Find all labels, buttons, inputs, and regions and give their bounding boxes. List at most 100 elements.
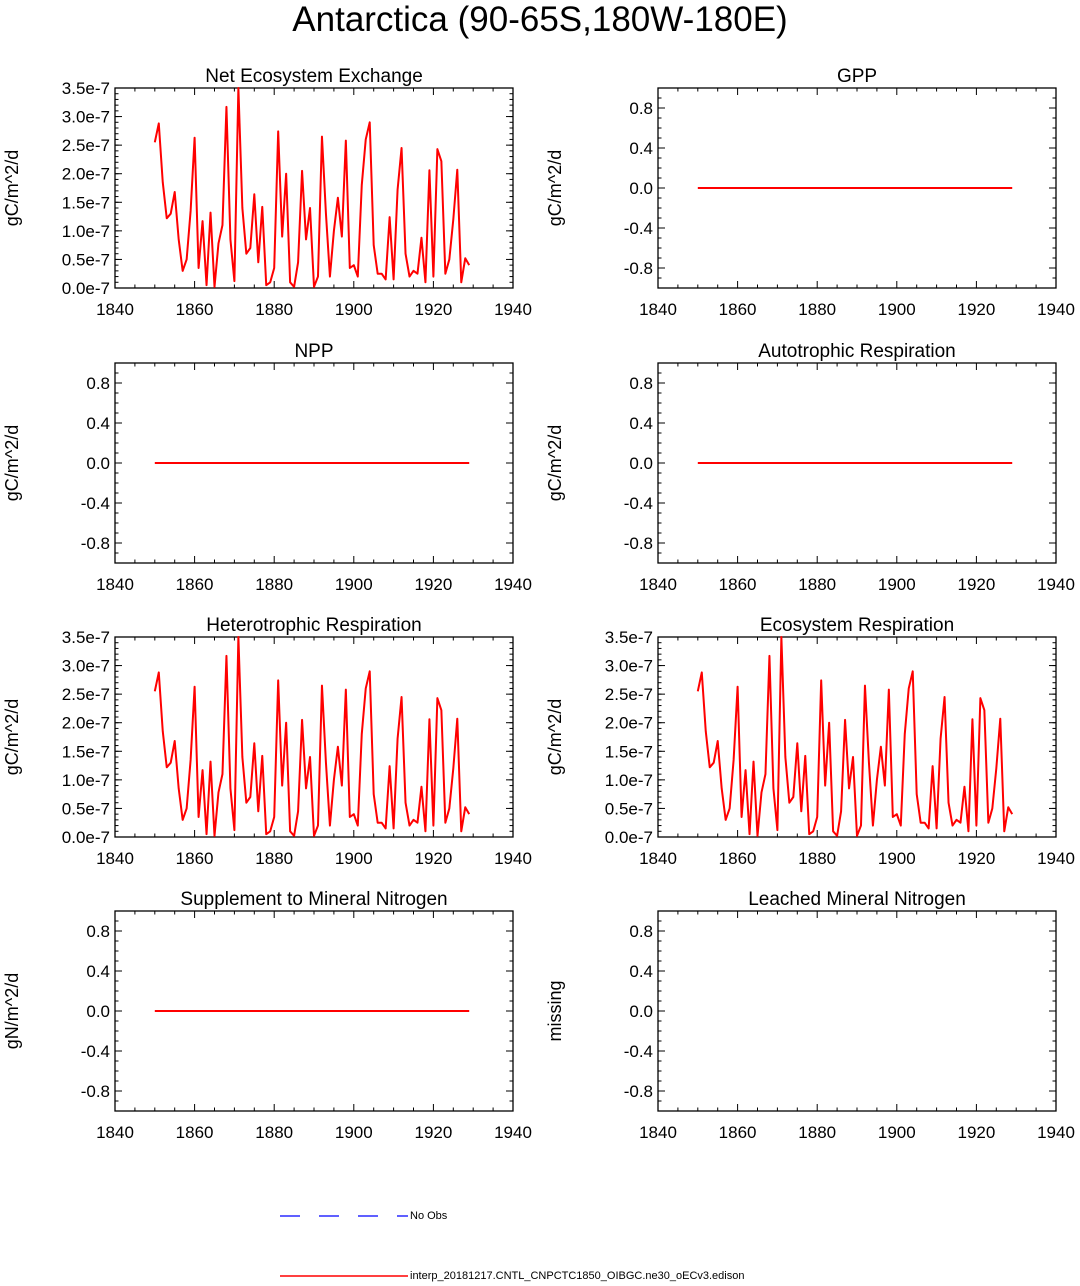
panel-gpp-x-tick-label: 1880 bbox=[798, 300, 836, 319]
legend-swatch-solid bbox=[280, 1275, 408, 1277]
panel-heterotrophic-respiration-x-tick-label: 1840 bbox=[96, 849, 134, 868]
panel-npp-x-tick-label: 1880 bbox=[255, 575, 293, 594]
panel-heterotrophic-respiration-y-tick-label: 0.0e-7 bbox=[62, 828, 110, 847]
panel-net-ecosystem-exchange-x-tick-label: 1900 bbox=[335, 300, 373, 319]
panel-net-ecosystem-exchange-x-tick-label: 1880 bbox=[255, 300, 293, 319]
panel-autotrophic-respiration-y-tick-label: 0.0 bbox=[629, 454, 653, 473]
panel-npp-y-axis-label: gC/m^2/d bbox=[2, 425, 22, 501]
panel-heterotrophic-respiration-x-tick-label: 1880 bbox=[255, 849, 293, 868]
panel-leached-mineral-nitrogen-y-tick-label: 0.8 bbox=[629, 922, 653, 941]
panel-leached-mineral-nitrogen-x-tick-label: 1920 bbox=[957, 1123, 995, 1142]
panel-ecosystem-respiration-y-tick-label: 3.0e-7 bbox=[605, 657, 653, 676]
panel-autotrophic-respiration-title: Autotrophic Respiration bbox=[758, 341, 956, 362]
panel-ecosystem-respiration-x-tick-label: 1920 bbox=[957, 849, 995, 868]
panel-gpp-y-tick-label: -0.4 bbox=[624, 219, 653, 238]
panel-leached-mineral-nitrogen-frame bbox=[657, 910, 1057, 1112]
panel-gpp-x-tick-label: 1900 bbox=[878, 300, 916, 319]
panel-ecosystem-respiration-title: Ecosystem Respiration bbox=[760, 615, 954, 636]
panel-net-ecosystem-exchange-y-axis-label: gC/m^2/d bbox=[2, 150, 22, 226]
panel-npp-x-tick-label: 1900 bbox=[335, 575, 373, 594]
panel-leached-mineral-nitrogen-y-axis-label: missing bbox=[545, 980, 565, 1041]
panel-npp-y-tick-label: -0.4 bbox=[81, 494, 110, 513]
panel-supplement-to-mineral-nitrogen-y-tick-label: -0.8 bbox=[81, 1082, 110, 1101]
panel-leached-mineral-nitrogen-x-tick-label: 1940 bbox=[1037, 1123, 1075, 1142]
panel-gpp-y-tick-label: -0.8 bbox=[624, 259, 653, 278]
panel-gpp-x-tick-label: 1860 bbox=[719, 300, 757, 319]
panel-heterotrophic-respiration-y-tick-label: 0.5e-7 bbox=[62, 799, 110, 818]
panel-autotrophic-respiration-x-tick-label: 1860 bbox=[719, 575, 757, 594]
panel-supplement-to-mineral-nitrogen-title: Supplement to Mineral Nitrogen bbox=[180, 889, 447, 910]
panel-autotrophic-respiration-x-tick-label: 1900 bbox=[878, 575, 916, 594]
panel-ecosystem-respiration-x-tick-label: 1940 bbox=[1037, 849, 1075, 868]
panel-heterotrophic-respiration-y-tick-label: 3.5e-7 bbox=[62, 628, 110, 647]
panel-supplement-to-mineral-nitrogen-x-tick-label: 1900 bbox=[335, 1123, 373, 1142]
panel-net-ecosystem-exchange-title: Net Ecosystem Exchange bbox=[205, 66, 423, 87]
panel-npp-title: NPP bbox=[294, 341, 333, 362]
panel-net-ecosystem-exchange-x-tick-label: 1940 bbox=[494, 300, 532, 319]
panel-heterotrophic-respiration-y-tick-label: 2.0e-7 bbox=[62, 714, 110, 733]
legend-item-no-obs: No Obs bbox=[0, 1206, 1080, 1226]
panel-npp-x-tick-label: 1860 bbox=[176, 575, 214, 594]
panel-supplement-to-mineral-nitrogen-y-axis-label: gN/m^2/d bbox=[2, 973, 22, 1049]
panel-leached-mineral-nitrogen-y-tick-label: 0.4 bbox=[629, 962, 653, 981]
panel-ecosystem-respiration-y-tick-label: 1.5e-7 bbox=[605, 742, 653, 761]
panel-net-ecosystem-exchange-x-tick-label: 1840 bbox=[96, 300, 134, 319]
panel-autotrophic-respiration-y-tick-label: -0.8 bbox=[624, 534, 653, 553]
panel-net-ecosystem-exchange-y-tick-label: 1.5e-7 bbox=[62, 193, 110, 212]
panel-heterotrophic-respiration-x-tick-label: 1940 bbox=[494, 849, 532, 868]
panel-autotrophic-respiration-y-tick-label: 0.4 bbox=[629, 414, 653, 433]
panel-ecosystem-respiration-y-tick-label: 0.0e-7 bbox=[605, 828, 653, 847]
panel-npp-x-tick-label: 1940 bbox=[494, 575, 532, 594]
legend-label-no-obs: No Obs bbox=[410, 1210, 448, 1222]
panel-heterotrophic-respiration-y-tick-label: 1.0e-7 bbox=[62, 771, 110, 790]
panel-ecosystem-respiration-x-tick-label: 1840 bbox=[639, 849, 677, 868]
panel-net-ecosystem-exchange-y-tick-label: 1.0e-7 bbox=[62, 222, 110, 241]
panel-gpp-x-tick-label: 1920 bbox=[957, 300, 995, 319]
panel-net-ecosystem-exchange-x-tick-label: 1860 bbox=[176, 300, 214, 319]
panel-autotrophic-respiration-y-tick-label: 0.8 bbox=[629, 374, 653, 393]
legend-swatch-dashed bbox=[280, 1215, 408, 1217]
panel-leached-mineral-nitrogen-x-tick-label: 1840 bbox=[639, 1123, 677, 1142]
panel-gpp-y-tick-label: 0.0 bbox=[629, 179, 653, 198]
panel-net-ecosystem-exchange-y-tick-label: 2.0e-7 bbox=[62, 165, 110, 184]
panel-supplement-to-mineral-nitrogen-x-tick-label: 1920 bbox=[414, 1123, 452, 1142]
panel-npp-x-tick-label: 1840 bbox=[96, 575, 134, 594]
panel-leached-mineral-nitrogen-y-tick-label: -0.4 bbox=[624, 1042, 653, 1061]
panel-heterotrophic-respiration-x-tick-label: 1900 bbox=[335, 849, 373, 868]
panel-supplement-to-mineral-nitrogen-x-tick-label: 1840 bbox=[96, 1123, 134, 1142]
panel-ecosystem-respiration-y-tick-label: 2.0e-7 bbox=[605, 714, 653, 733]
panel-npp-y-tick-label: 0.4 bbox=[86, 414, 110, 433]
panel-net-ecosystem-exchange-y-tick-label: 2.5e-7 bbox=[62, 136, 110, 155]
panel-heterotrophic-respiration-x-tick-label: 1860 bbox=[176, 849, 214, 868]
panel-ecosystem-respiration-y-tick-label: 1.0e-7 bbox=[605, 771, 653, 790]
panel-gpp-y-tick-label: 0.8 bbox=[629, 99, 653, 118]
panel-ecosystem-respiration-x-tick-label: 1900 bbox=[878, 849, 916, 868]
panel-net-ecosystem-exchange-x-tick-label: 1920 bbox=[414, 300, 452, 319]
legend-item-model: interp_20181217.CNTL_CNPCTC1850_OIBGC.ne… bbox=[0, 1266, 1080, 1286]
panel-heterotrophic-respiration-y-tick-label: 2.5e-7 bbox=[62, 685, 110, 704]
panel-ecosystem-respiration-y-tick-label: 0.5e-7 bbox=[605, 799, 653, 818]
legend-label-model: interp_20181217.CNTL_CNPCTC1850_OIBGC.ne… bbox=[410, 1270, 745, 1282]
panel-heterotrophic-respiration-x-tick-label: 1920 bbox=[414, 849, 452, 868]
panel-supplement-to-mineral-nitrogen-x-tick-label: 1880 bbox=[255, 1123, 293, 1142]
panel-supplement-to-mineral-nitrogen-x-tick-label: 1860 bbox=[176, 1123, 214, 1142]
panel-heterotrophic-respiration-series-line bbox=[153, 636, 471, 837]
panel-npp-x-tick-label: 1920 bbox=[414, 575, 452, 594]
panel-supplement-to-mineral-nitrogen-x-tick-label: 1940 bbox=[494, 1123, 532, 1142]
panel-ecosystem-respiration-frame bbox=[657, 636, 1057, 838]
panel-heterotrophic-respiration-y-tick-label: 3.0e-7 bbox=[62, 657, 110, 676]
panel-autotrophic-respiration-x-tick-label: 1920 bbox=[957, 575, 995, 594]
panel-npp-y-tick-label: 0.0 bbox=[86, 454, 110, 473]
panel-autotrophic-respiration-y-tick-label: -0.4 bbox=[624, 494, 653, 513]
panel-ecosystem-respiration-x-tick-label: 1880 bbox=[798, 849, 836, 868]
panel-net-ecosystem-exchange-series-line bbox=[153, 87, 471, 288]
panel-supplement-to-mineral-nitrogen-y-tick-label: 0.4 bbox=[86, 962, 110, 981]
panel-leached-mineral-nitrogen-x-tick-label: 1880 bbox=[798, 1123, 836, 1142]
panel-supplement-to-mineral-nitrogen-y-tick-label: 0.0 bbox=[86, 1002, 110, 1021]
panel-heterotrophic-respiration-frame bbox=[114, 636, 514, 838]
panel-npp-y-tick-label: 0.8 bbox=[86, 374, 110, 393]
panel-net-ecosystem-exchange-y-tick-label: 3.0e-7 bbox=[62, 108, 110, 127]
panel-autotrophic-respiration-y-axis-label: gC/m^2/d bbox=[545, 425, 565, 501]
panel-leached-mineral-nitrogen-title: Leached Mineral Nitrogen bbox=[748, 889, 966, 910]
